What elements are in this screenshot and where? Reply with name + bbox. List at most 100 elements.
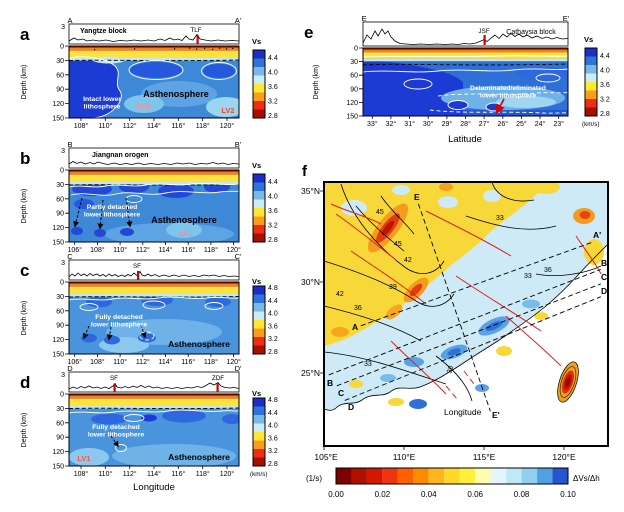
lat-tick: 30°N bbox=[301, 277, 320, 287]
fault-label: TLF bbox=[190, 27, 201, 34]
section-start-marker: D bbox=[67, 364, 73, 373]
section-end-marker: B' bbox=[235, 140, 242, 149]
x-axis: 108° 110° 112° 114° 116° 118° 120° bbox=[74, 118, 234, 130]
contour-label: 36 bbox=[354, 305, 362, 312]
colorbar-tick: 0.06 bbox=[467, 490, 483, 499]
detachment-arrow bbox=[140, 324, 147, 339]
fault-label: SF bbox=[110, 375, 118, 382]
lv1-label: LV1 bbox=[77, 454, 90, 463]
section-endpoint-label: B' bbox=[601, 258, 609, 268]
crustal-thickness-contours: 45 45 42 42 39 36 36 33 33 33 30 bbox=[324, 182, 602, 402]
colorbar-tick: 4.0 bbox=[268, 194, 278, 201]
detachment-arrow bbox=[125, 197, 133, 228]
lon-tick: 114° bbox=[147, 122, 161, 130]
x-axis: 106° 108° 110° 112° 114° 116° 118° 120° bbox=[67, 242, 241, 254]
delamination-label-line2: lower lithosphere bbox=[480, 93, 536, 100]
section-end-marker: C' bbox=[235, 252, 242, 261]
map-x-axis: 105°E 110°E 115°E 120°E bbox=[314, 446, 576, 462]
y-axis-label: Depth (km) bbox=[21, 65, 28, 100]
lat-tick: 25°N bbox=[301, 368, 320, 378]
depth-tick: 150 bbox=[52, 464, 64, 471]
colorbar-tick: 4.8 bbox=[268, 285, 278, 292]
lon-tick: 114° bbox=[159, 358, 173, 366]
taiwan-island bbox=[557, 361, 579, 403]
topography-strip: Yangtze block TLF bbox=[68, 23, 240, 45]
colorbar-tick: 0.10 bbox=[560, 490, 576, 499]
depth-tick: 0 bbox=[354, 46, 358, 53]
colorbar-tick: 2.8 bbox=[268, 349, 278, 356]
y-axis-label: Depth (km) bbox=[21, 301, 28, 336]
seismicity-dots bbox=[94, 47, 234, 51]
fault-label: ZDF bbox=[212, 375, 224, 382]
asthenosphere-label: Asthenosphere bbox=[151, 215, 217, 225]
depth-tick: 90 bbox=[56, 435, 64, 442]
lon-tick: 108° bbox=[90, 246, 105, 254]
lat-tick: 33° bbox=[367, 120, 378, 128]
lat-tick: 30° bbox=[423, 120, 434, 128]
velocity-section: Intact lower lithosphere Asthenosphere L… bbox=[68, 45, 240, 119]
colorbar-tick: 4.0 bbox=[268, 70, 278, 77]
colorbar-tick: 3.6 bbox=[268, 208, 278, 215]
depth-tick: 0 bbox=[60, 280, 64, 287]
section-endpoint-label: C' bbox=[601, 272, 609, 282]
contour-label: 36 bbox=[544, 267, 552, 274]
colorbar-title: Vs bbox=[252, 37, 261, 46]
lv2-label: LV2 bbox=[221, 106, 234, 115]
x-axis-label: Longitude bbox=[133, 482, 175, 493]
colorbar-tick: 4.4 bbox=[268, 410, 278, 417]
section-end-marker: E' bbox=[563, 14, 570, 23]
detachment-arrow bbox=[82, 325, 90, 340]
lithosphere-label-line1: Fully detached bbox=[95, 314, 143, 321]
lon-tick: 114° bbox=[159, 246, 173, 254]
x-axis: 33° 32° 31° 30° 29° 28° 27° 26° 25° 24° … bbox=[367, 116, 564, 145]
lon-tick: 110° bbox=[113, 246, 127, 254]
panel-letter: b bbox=[20, 149, 30, 168]
y-axis: 0 30 60 90 120 150 Depth (km) bbox=[21, 280, 69, 359]
y-axis-label: Depth (km) bbox=[21, 189, 28, 224]
colorbar-tick: 0.02 bbox=[375, 490, 391, 499]
colorbar-title: Vs bbox=[252, 161, 261, 170]
vs-colorbar: Vs 4.4 4.0 3.6 3.2 2.8 bbox=[252, 37, 278, 120]
lat-tick: 28° bbox=[460, 120, 471, 128]
colorbar-tick: 3.2 bbox=[600, 97, 610, 104]
inner-longitude-label: Longitude bbox=[444, 407, 482, 417]
depth-tick: 0 bbox=[60, 44, 64, 51]
contour-label: 33 bbox=[364, 361, 372, 368]
x-axis: 108° 110° 112° 114° 116° 118° 120° Longi… bbox=[74, 466, 234, 493]
panel-d-svg: d D D' 3 SF ZDF bbox=[20, 364, 278, 493]
section-endpoint-label: D' bbox=[601, 286, 609, 296]
block-label: Cathaysia block bbox=[506, 29, 556, 36]
lon-tick: 116° bbox=[171, 122, 185, 130]
depth-tick: 60 bbox=[56, 308, 64, 315]
hot-anomaly-secondary bbox=[403, 277, 429, 303]
lon-tick: 108° bbox=[74, 470, 89, 478]
fault-bar bbox=[196, 35, 199, 44]
contour-label: 33 bbox=[524, 273, 532, 280]
section-start-marker: C bbox=[67, 252, 73, 261]
elevation-tick: 3 bbox=[61, 148, 65, 155]
detachment-arrow bbox=[110, 435, 119, 448]
colorbar-tick: 0.04 bbox=[421, 490, 437, 499]
section-start-marker: A bbox=[67, 16, 72, 25]
lon-tick: 110°E bbox=[393, 452, 416, 462]
delamination-label-line1: Delaminated/eliminated bbox=[470, 85, 546, 92]
map-y-axis: 35°N 30°N 25°N bbox=[301, 186, 324, 378]
colorbar-label: ΔVs/Δh bbox=[573, 474, 600, 483]
colorbar-tick: 0.08 bbox=[514, 490, 530, 499]
colorbar-unit: (km/s) bbox=[250, 471, 268, 478]
topography-strip: SF bbox=[68, 259, 240, 281]
vs-colorbar: Vs 4.8 4.4 4.0 3.6 3.2 2.8 (km/s) bbox=[250, 389, 278, 478]
fault-lines bbox=[330, 203, 602, 401]
y-axis: 0 30 60 90 120 150 Depth (km) bbox=[21, 392, 69, 471]
contour-label: 42 bbox=[404, 257, 412, 264]
depth-tick: 90 bbox=[56, 211, 64, 218]
colorbar-title: Vs bbox=[584, 35, 593, 44]
colorbar-tick: 2.8 bbox=[600, 111, 610, 118]
depth-tick: 150 bbox=[52, 352, 64, 359]
y-axis: 0 30 60 90 120 150 Depth (km) bbox=[21, 168, 69, 247]
depth-tick: 60 bbox=[350, 73, 358, 80]
lon-tick: 118° bbox=[204, 246, 218, 254]
lon-tick: 108° bbox=[74, 122, 89, 130]
lat-tick: 35°N bbox=[301, 186, 320, 196]
